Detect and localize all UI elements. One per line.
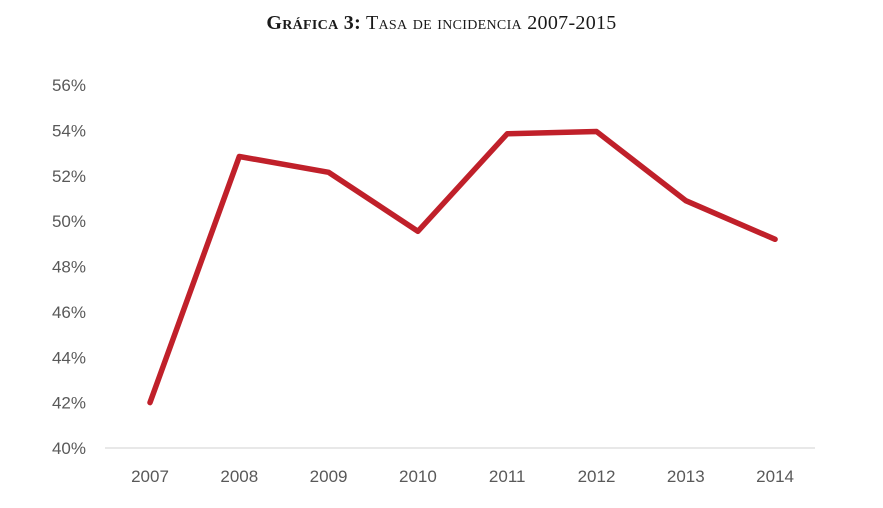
x-tick-label: 2012 [578, 467, 616, 486]
y-tick-label: 54% [52, 121, 86, 140]
x-axis: 2007 2008 2009 2010 2011 2012 2013 2014 [131, 467, 794, 486]
x-tick-label: 2007 [131, 467, 169, 486]
x-tick-label: 2008 [220, 467, 258, 486]
chart-title-text: Tasa de incidencia 2007-2015 [366, 12, 617, 34]
y-tick-label: 44% [52, 348, 86, 367]
y-tick-label: 52% [52, 167, 86, 186]
y-axis: 40% 42% 44% 46% 48% 50% 52% 54% 56% [52, 76, 86, 458]
y-tick-label: 48% [52, 258, 86, 277]
x-tick-label: 2014 [756, 467, 794, 486]
y-tick-label: 46% [52, 303, 86, 322]
y-tick-label: 40% [52, 439, 86, 458]
chart-title-lead: Gráfica 3: [266, 12, 362, 34]
y-tick-label: 50% [52, 212, 86, 231]
series-line [147, 128, 778, 406]
y-tick-label: 56% [52, 76, 86, 95]
y-tick-label: 42% [52, 394, 86, 413]
x-tick-label: 2009 [310, 467, 348, 486]
x-tick-label: 2013 [667, 467, 705, 486]
x-tick-label: 2010 [399, 467, 437, 486]
chart-title: Gráfica 3: Tasa de incidencia 2007-2015 [0, 12, 883, 35]
series-group [147, 128, 778, 406]
x-tick-label: 2011 [489, 467, 526, 486]
